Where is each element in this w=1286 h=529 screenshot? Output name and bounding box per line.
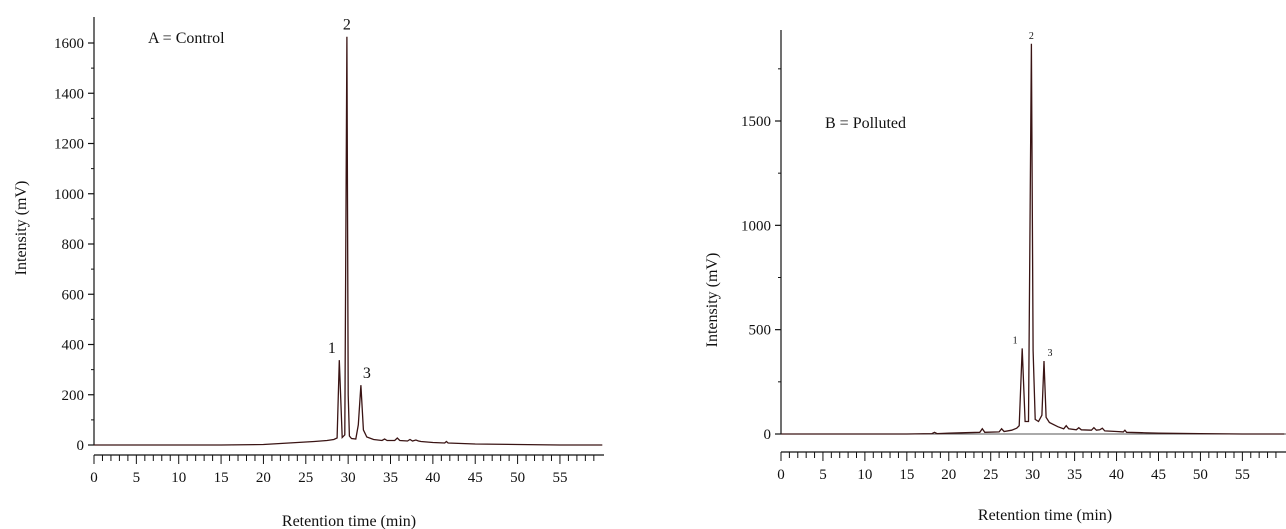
- panel-label: A = Control: [148, 30, 225, 47]
- x-tick-label: 15: [214, 470, 229, 486]
- x-tick-label: 35: [1067, 467, 1082, 483]
- peak-labels: 1 2 3: [1013, 31, 1053, 359]
- x-tick-label: 5: [133, 470, 141, 486]
- peak-label: 1: [328, 340, 336, 357]
- y-tick-label: 200: [62, 388, 85, 404]
- x-tick-label: 35: [383, 470, 398, 486]
- y-tick-label: 1000: [741, 218, 771, 234]
- x-tick-label: 20: [256, 470, 271, 486]
- x-tick-label: 5: [819, 467, 827, 483]
- x-tick-label: 55: [1235, 467, 1250, 483]
- x-tick-label: 20: [941, 467, 956, 483]
- x-tick-label: 0: [90, 470, 98, 486]
- y-tick-label: 1200: [54, 137, 84, 153]
- y-tick-label: 600: [62, 287, 85, 303]
- y-tick-label: 0: [764, 427, 772, 443]
- x-tick-label: 25: [983, 467, 998, 483]
- peak-label: 3: [1047, 348, 1052, 359]
- x-tick-label: 45: [1151, 467, 1166, 483]
- x-tick-label: 30: [1025, 467, 1040, 483]
- x-tick-label: 55: [552, 470, 567, 486]
- x-ticks: 0 5 10 15 20 25 30 35 40 45 50 55: [90, 455, 595, 486]
- series-line: [781, 43, 1285, 435]
- series-line: [94, 36, 603, 446]
- peak-label: 2: [1029, 31, 1034, 42]
- x-axis-label: Retention time (min): [282, 513, 416, 529]
- y-tick-label: 0: [77, 438, 85, 454]
- y-ticks: 0 500 1000 1500: [741, 68, 781, 443]
- x-ticks: 0 5 10 15 20 25 30 35 40 45 50 55: [777, 452, 1277, 483]
- x-tick-label: 10: [171, 470, 186, 486]
- y-tick-label: 500: [749, 323, 772, 339]
- x-tick-label: 50: [1193, 467, 1208, 483]
- x-tick-label: 40: [425, 470, 440, 486]
- y-tick-label: 1500: [741, 114, 771, 130]
- y-tick-label: 1600: [54, 36, 84, 52]
- x-tick-label: 40: [1109, 467, 1124, 483]
- x-tick-label: 10: [857, 467, 872, 483]
- peak-label: 3: [363, 365, 371, 382]
- y-tick-label: 1400: [54, 86, 84, 102]
- x-tick-label: 25: [298, 470, 313, 486]
- y-tick-label: 400: [62, 338, 85, 354]
- peak-labels: 1 2 3: [328, 17, 371, 382]
- y-tick-label: 1000: [54, 187, 84, 203]
- y-axis-label: Intensity (mV): [704, 253, 721, 348]
- y-tick-label: 800: [62, 237, 85, 253]
- x-tick-label: 30: [341, 470, 356, 486]
- x-tick-label: 50: [510, 470, 525, 486]
- x-tick-label: 15: [899, 467, 914, 483]
- x-tick-label: 0: [777, 467, 785, 483]
- panel-label: B = Polluted: [825, 115, 906, 132]
- y-ticks: 0 200 400 600 800 1000 1200 1400 1600: [54, 36, 94, 454]
- y-axis-label: Intensity (mV): [13, 181, 30, 276]
- x-tick-label: 45: [468, 470, 483, 486]
- peak-label: 2: [343, 17, 351, 34]
- peak-label: 1: [1013, 335, 1018, 346]
- x-axis-label: Retention time (min): [978, 507, 1112, 524]
